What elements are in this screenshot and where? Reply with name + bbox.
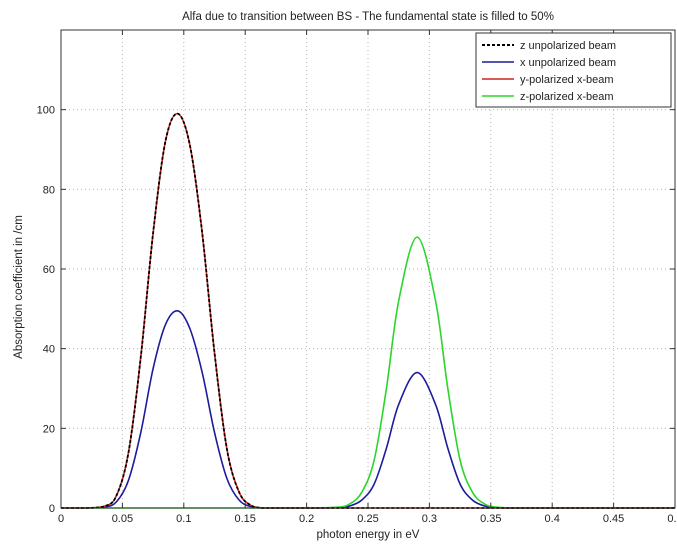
x-tick-label: 0 bbox=[58, 513, 64, 525]
x-tick-label: 0.15 bbox=[234, 513, 255, 525]
y-tick-label: 20 bbox=[43, 423, 55, 435]
x-tick-label: 0.2 bbox=[299, 513, 314, 525]
x-tick-label: 0.4 bbox=[545, 513, 560, 525]
x-tick-label: 0.5 bbox=[667, 513, 677, 525]
y-tick-label: 100 bbox=[37, 105, 55, 117]
x-tick-label: 0.3 bbox=[422, 513, 437, 525]
y-tick-label: 80 bbox=[43, 184, 55, 196]
legend: z unpolarized beam x unpolarized beam y-po… bbox=[475, 32, 672, 108]
legend-entry: z-polarized x-beam bbox=[520, 91, 614, 103]
x-tick-label: 0.35 bbox=[480, 513, 501, 525]
chart-title: Alfa due to transition between BS - The … bbox=[182, 11, 554, 23]
x-tick-label: 0.25 bbox=[357, 513, 378, 525]
y-tick-label: 60 bbox=[43, 264, 55, 276]
y-tick-label: 40 bbox=[43, 344, 55, 356]
legend-entry: x unpolarized beam bbox=[520, 57, 616, 69]
x-tick-label: 0.45 bbox=[603, 513, 624, 525]
x-tick-label: 0.05 bbox=[112, 513, 133, 525]
y-tick-label: 0 bbox=[49, 503, 55, 515]
x-axis-label: photon energy in eV bbox=[317, 529, 420, 541]
legend-entry: z unpolarized beam bbox=[520, 40, 616, 52]
legend-entry: y-polarized x-beam bbox=[520, 74, 614, 86]
y-axis-label: Absorption coefficient in /cm bbox=[13, 215, 25, 359]
x-tick-label: 0.1 bbox=[176, 513, 191, 525]
plot-area bbox=[61, 30, 675, 508]
